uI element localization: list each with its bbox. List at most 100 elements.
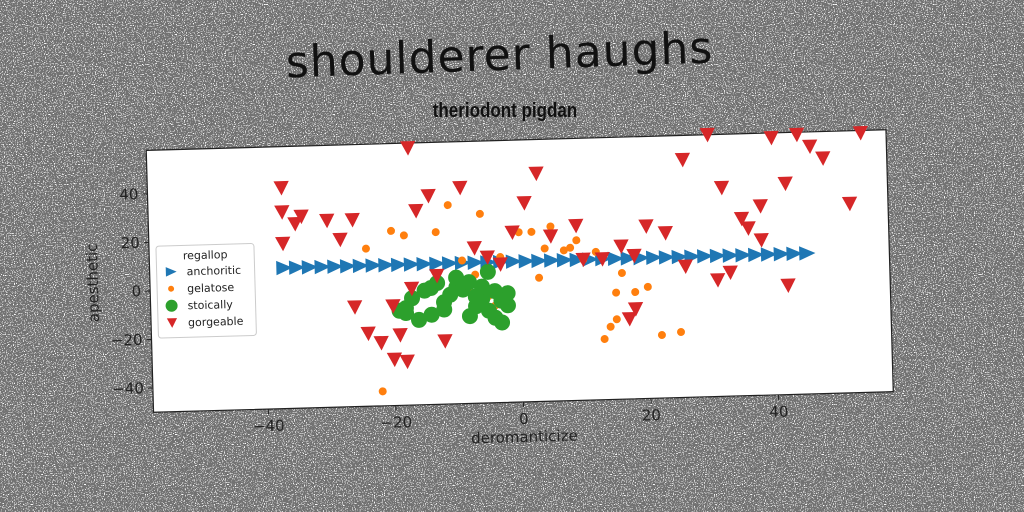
legend-title: regallop [183,248,228,262]
data-point-anchoritic [786,246,803,262]
data-point-gorgeable [841,196,858,212]
data-point-anchoritic [607,251,625,267]
data-point-gorgeable [753,233,769,248]
data-point-gorgeable [722,265,738,281]
data-point-gorgeable [332,232,348,248]
data-point-gorgeable [626,248,642,264]
data-point-gorgeable [437,334,453,349]
data-point-gelatose [566,243,575,252]
data-point-gorgeable [627,302,644,317]
data-point-anchoritic [773,247,790,262]
data-point-anchoritic [429,256,446,272]
x-axis-label: deromanticize [471,426,578,447]
data-point-anchoritic [556,253,574,268]
data-point-anchoritic [697,249,714,264]
data-point-gorgeable [713,180,730,196]
data-point-gelatose [643,282,652,291]
data-point-anchoritic [735,248,752,263]
legend-marker-gelatose [168,285,175,292]
data-point-gelatose [361,244,370,253]
data-point-gorgeable [373,335,389,351]
data-point-gelatose [612,288,621,297]
data-point-anchoritic [467,255,484,270]
data-point-gorgeable [492,257,508,272]
data-point-gelatose [600,335,609,344]
data-point-gorgeable [815,151,831,166]
x-tick-label: −40 [253,417,285,436]
data-point-gorgeable [594,252,610,267]
legend-marker-stoically [165,299,178,312]
data-point-anchoritic [365,258,382,273]
data-point-anchoritic [301,260,319,275]
y-axis-label: apesthetic [83,243,103,322]
data-point-anchoritic [760,247,778,262]
data-point-gorgeable [287,216,303,232]
data-point-gorgeable [429,268,445,284]
legend: regallop anchoritic gelatose stoically gorge… [155,242,257,339]
data-point-gorgeable [504,225,520,241]
y-tick-label: 0 [131,282,141,300]
data-point-gorgeable [801,139,818,155]
y-tick-label: 40 [119,185,139,204]
legend-label-gorgeable: gorgeable [188,315,244,330]
data-point-gorgeable [677,259,694,275]
data-point-gelatose [535,273,544,282]
data-point-stoically [479,263,496,280]
data-point-gorgeable [852,125,868,141]
data-point-anchoritic [288,260,306,275]
data-point-gorgeable [385,299,401,314]
data-point-gorgeable [344,212,360,228]
data-point-stoically [397,300,414,317]
data-point-gorgeable [466,241,482,256]
legend-box [155,242,257,339]
data-point-gorgeable [657,225,673,241]
data-point-gelatose [559,246,568,255]
legend-marker-gorgeable [166,318,178,328]
data-point-anchoritic [339,259,357,274]
data-point-gelatose [617,269,626,278]
data-point-stoically [467,288,484,305]
data-point-gorgeable [399,140,416,156]
data-point-gelatose [631,288,640,297]
series-gorgeable [273,125,868,370]
data-point-anchoritic [671,249,688,265]
data-point-gorgeable [733,211,750,227]
data-point-gorgeable [780,278,796,293]
data-point-gorgeable [788,127,805,143]
data-point-gelatose [458,256,467,265]
data-point-anchoritic [276,260,293,276]
data-point-anchoritic [645,250,663,265]
data-point-gorgeable [403,281,420,297]
data-point-gorgeable [360,326,376,342]
chart-subtitle: theriodont pigdan [432,100,578,122]
y-tick-label: −40 [112,379,144,398]
data-point-anchoritic [709,248,727,264]
data-point-gelatose [443,201,452,210]
data-point-anchoritic [799,246,816,261]
data-point-anchoritic [505,254,523,269]
x-tick-label: 20 [642,406,662,425]
data-point-gelatose [475,209,484,218]
data-point-anchoritic [416,256,433,272]
data-point-anchoritic [352,258,370,274]
data-point-gelatose [540,244,549,253]
data-point-gelatose [612,315,621,324]
data-point-anchoritic [531,253,548,269]
data-point-gorgeable [542,229,559,244]
data-point-gorgeable [275,236,291,252]
data-point-anchoritic [543,253,561,268]
plot-area [145,129,894,413]
x-tick-label: −20 [380,413,412,432]
legend-label-gelatose: gelatose [187,281,235,295]
data-point-stoically [448,269,465,286]
data-point-gorgeable [575,252,591,268]
data-point-gorgeable [399,354,415,370]
data-point-gorgeable [568,218,584,234]
data-point-gorgeable [392,328,408,343]
data-point-anchoritic [390,257,408,273]
legend-label-anchoritic: anchoritic [186,264,241,279]
x-tick-label: 0 [519,410,529,428]
data-point-gorgeable [273,180,289,196]
data-point-gelatose [399,231,408,240]
data-point-stoically [461,274,478,291]
